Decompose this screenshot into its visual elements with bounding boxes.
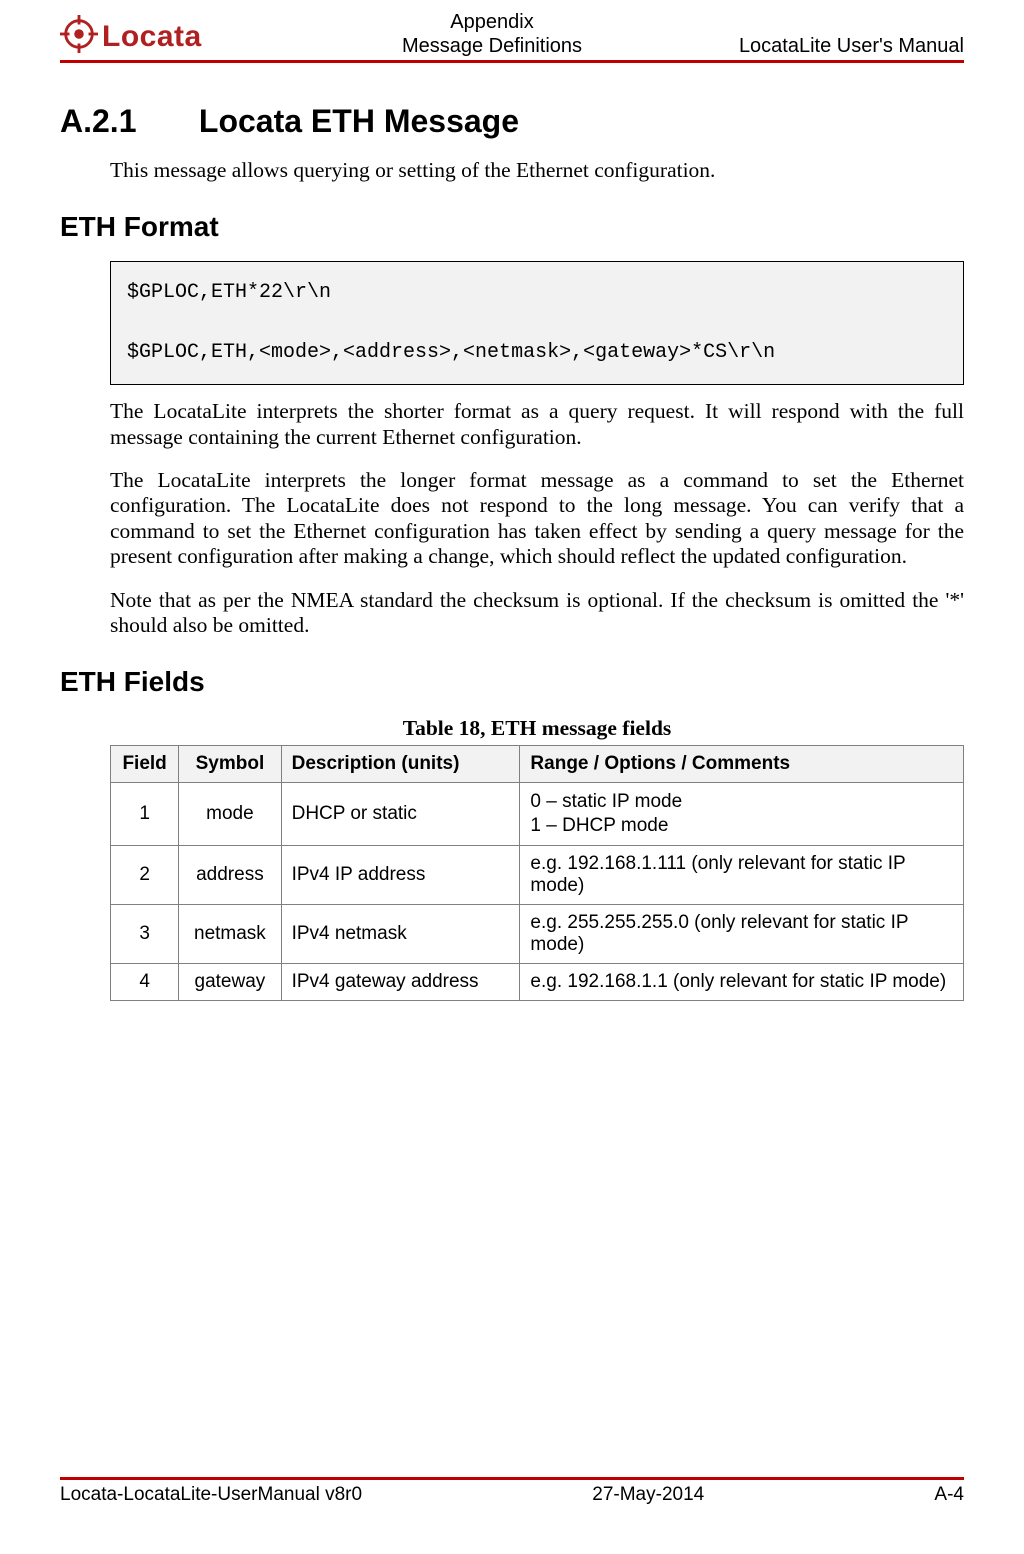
cell-symbol: gateway (179, 963, 281, 1000)
locata-target-icon (60, 15, 98, 58)
eth-format-heading: ETH Format (60, 211, 964, 243)
cell-desc: IPv4 gateway address (281, 963, 520, 1000)
eth-format-body: $GPLOC,ETH*22\r\n $GPLOC,ETH,<mode>,<add… (110, 261, 964, 638)
footer-page-number: A-4 (934, 1484, 964, 1506)
code-line-1: $GPLOC,ETH*22\r\n (127, 281, 331, 304)
page-header: Locata Appendix Message Definitions Loca… (60, 10, 964, 63)
cell-range: e.g. 192.168.1.1 (only relevant for stat… (520, 963, 964, 1000)
footer-doc-id: Locata-LocataLite-UserManual v8r0 (60, 1484, 362, 1506)
table-row: 3 netmask IPv4 netmask e.g. 255.255.255.… (111, 904, 964, 963)
eth-format-para-2: The LocataLite interprets the longer for… (110, 468, 964, 569)
section-body: This message allows querying or setting … (110, 158, 964, 183)
page-footer: Locata-LocataLite-UserManual v8r0 27-May… (60, 1477, 964, 1506)
col-symbol: Symbol (179, 746, 281, 783)
document-page: Locata Appendix Message Definitions Loca… (0, 0, 1024, 1554)
table-row: 4 gateway IPv4 gateway address e.g. 192.… (111, 963, 964, 1000)
eth-fields-table: Field Symbol Description (units) Range /… (110, 745, 964, 1001)
header-line-appendix: Appendix (280, 10, 704, 34)
cell-range: e.g. 192.168.1.111 (only relevant for st… (520, 845, 964, 904)
col-field: Field (111, 746, 179, 783)
col-description: Description (units) (281, 746, 520, 783)
header-right: LocataLite User's Manual (704, 35, 964, 58)
section-number: A.2.1 (60, 103, 190, 140)
section-heading: A.2.1 Locata ETH Message (60, 103, 964, 140)
table-row: 1 mode DHCP or static 0 – static IP mode… (111, 783, 964, 846)
table-body: 1 mode DHCP or static 0 – static IP mode… (111, 783, 964, 1001)
cell-range: e.g. 255.255.255.0 (only relevant for st… (520, 904, 964, 963)
cell-symbol: address (179, 845, 281, 904)
table-caption: Table 18, ETH message fields (110, 716, 964, 741)
table-header-row: Field Symbol Description (units) Range /… (111, 746, 964, 783)
cell-symbol: netmask (179, 904, 281, 963)
logo: Locata (60, 15, 280, 58)
cell-desc: DHCP or static (281, 783, 520, 846)
col-range: Range / Options / Comments (520, 746, 964, 783)
eth-format-code: $GPLOC,ETH*22\r\n $GPLOC,ETH,<mode>,<add… (110, 261, 964, 385)
cell-desc: IPv4 netmask (281, 904, 520, 963)
eth-fields-heading: ETH Fields (60, 666, 964, 698)
header-center: Appendix Message Definitions (280, 10, 704, 58)
cell-range: 0 – static IP mode1 – DHCP mode (520, 783, 964, 846)
eth-format-para-3: Note that as per the NMEA standard the c… (110, 588, 964, 639)
cell-field: 4 (111, 963, 179, 1000)
table-row: 2 address IPv4 IP address e.g. 192.168.1… (111, 845, 964, 904)
logo-text: Locata (102, 20, 202, 54)
code-line-2: $GPLOC,ETH,<mode>,<address>,<netmask>,<g… (127, 341, 775, 364)
footer-date: 27-May-2014 (592, 1484, 704, 1506)
eth-fields-body: Table 18, ETH message fields Field Symbo… (110, 716, 964, 1001)
intro-paragraph: This message allows querying or setting … (110, 158, 964, 183)
eth-format-para-1: The LocataLite interprets the shorter fo… (110, 399, 964, 450)
cell-field: 1 (111, 783, 179, 846)
cell-field: 3 (111, 904, 179, 963)
cell-desc: IPv4 IP address (281, 845, 520, 904)
header-line-section: Message Definitions (280, 34, 704, 58)
cell-symbol: mode (179, 783, 281, 846)
section-title-text: Locata ETH Message (199, 103, 519, 139)
cell-field: 2 (111, 845, 179, 904)
